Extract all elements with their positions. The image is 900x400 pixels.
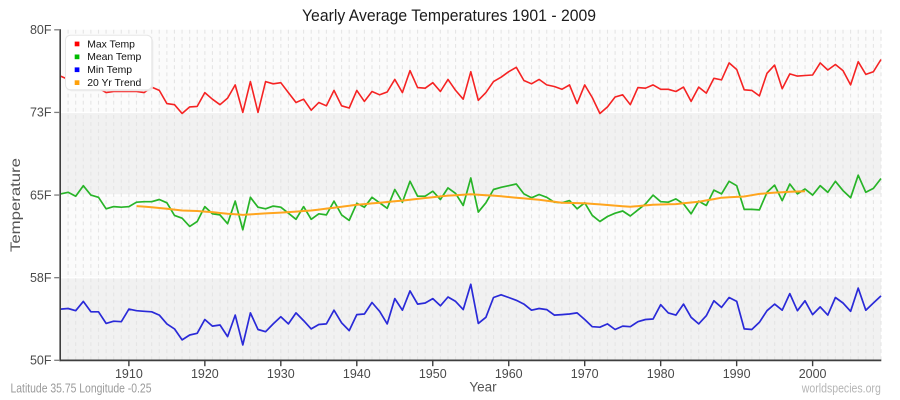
svg-text:Temperature: Temperature [7,158,23,252]
svg-text:2000: 2000 [799,367,827,381]
svg-text:1990: 1990 [723,367,751,381]
svg-text:1960: 1960 [495,367,523,381]
svg-text:Year: Year [469,380,497,395]
svg-text:65F: 65F [30,188,52,202]
svg-text:1920: 1920 [191,367,219,381]
svg-text:1950: 1950 [419,367,447,381]
svg-text:worldspecies.org: worldspecies.org [801,382,881,396]
svg-text:73F: 73F [30,106,52,120]
svg-text:Latitude 35.75 Longitude -0.25: Latitude 35.75 Longitude -0.25 [11,382,152,396]
svg-text:20 Yr Trend: 20 Yr Trend [87,78,141,89]
svg-text:Mean Temp: Mean Temp [87,52,141,63]
svg-text:80F: 80F [30,23,52,37]
svg-text:1970: 1970 [571,367,599,381]
svg-text:1910: 1910 [115,367,143,381]
svg-text:1980: 1980 [647,367,675,381]
svg-text:50F: 50F [30,354,52,368]
svg-text:Max Temp: Max Temp [87,39,135,50]
svg-text:Yearly Average Temperatures 19: Yearly Average Temperatures 1901 - 2009 [302,6,596,25]
svg-text:58F: 58F [30,271,52,285]
svg-text:Min Temp: Min Temp [87,65,132,76]
svg-text:1940: 1940 [343,367,371,381]
svg-text:1930: 1930 [267,367,295,381]
